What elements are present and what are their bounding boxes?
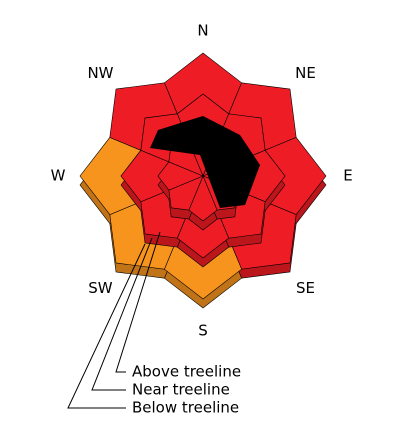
- direction-label: S: [198, 322, 208, 340]
- direction-label: NW: [87, 64, 113, 82]
- direction-label: N: [197, 22, 208, 40]
- legend-leaders: [67, 231, 161, 409]
- legend-label: Above treeline: [132, 363, 241, 381]
- direction-label: W: [51, 167, 66, 185]
- direction-label: NE: [295, 64, 316, 82]
- rose-shapes: [79, 52, 327, 309]
- direction-label: SW: [88, 279, 113, 297]
- direction-label: E: [343, 167, 352, 185]
- leader-near: [91, 237, 153, 391]
- highlight-region: [150, 116, 260, 208]
- direction-label: SE: [296, 279, 315, 297]
- legend-label: Below treeline: [132, 399, 239, 417]
- leader-below: [67, 243, 146, 409]
- leader-above: [115, 231, 161, 373]
- legend-label: Near treeline: [132, 381, 230, 399]
